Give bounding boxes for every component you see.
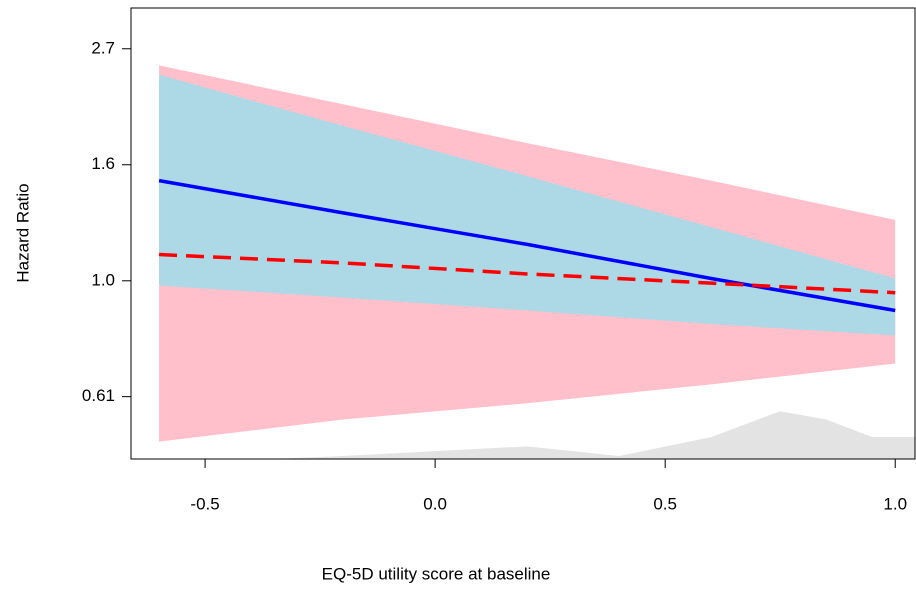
plot-frame <box>130 7 916 460</box>
y-tick-label: 2.7 <box>91 38 115 57</box>
series-line <box>158 252 896 295</box>
confidence-band <box>159 74 896 336</box>
density-area <box>274 411 915 459</box>
y-tick-label: 0.61 <box>82 386 115 405</box>
x-tick-label: 0.5 <box>653 494 677 513</box>
x-tick-label: -0.5 <box>190 494 219 513</box>
x-tick-label: 1.0 <box>883 494 907 513</box>
x-axis-label: EQ-5D utility score at baseline <box>322 564 551 583</box>
series-line <box>158 178 896 313</box>
y-axis-label: Hazard Ratio <box>13 183 32 282</box>
x-tick-label: 0.0 <box>423 494 447 513</box>
y-tick-label: 1.6 <box>91 154 115 173</box>
y-tick-label: 1.0 <box>91 270 115 289</box>
